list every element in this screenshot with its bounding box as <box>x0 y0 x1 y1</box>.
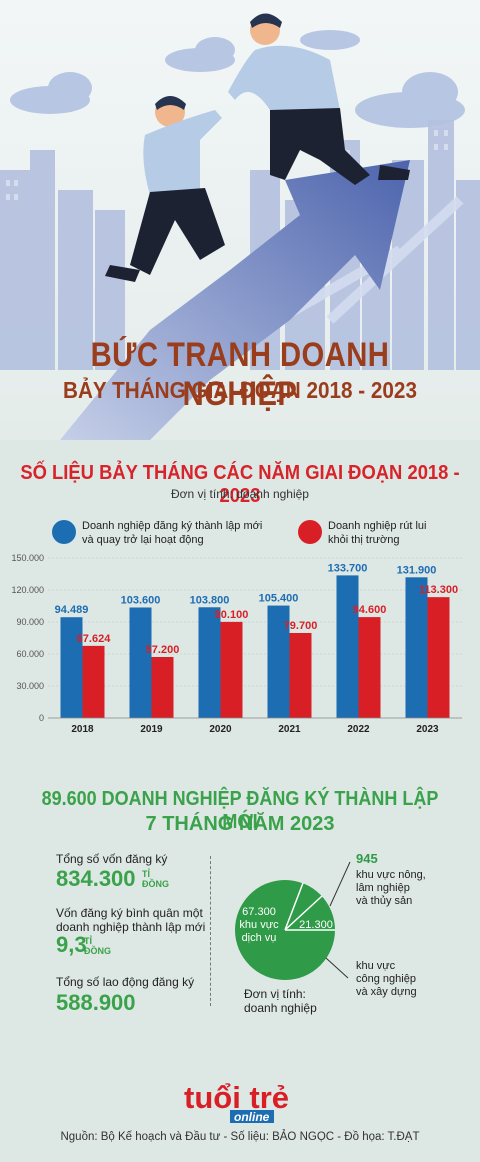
section2-subtitle: 7 THÁNG NĂM 2023 <box>145 813 335 835</box>
bar-value-label: 90.100 <box>215 609 249 621</box>
x-tick-label: 2019 <box>140 724 163 735</box>
bar-exit <box>358 617 381 718</box>
y-tick-label: 90.000 <box>16 617 44 627</box>
avg-capital-label-1: Vốn đăng ký bình quân một <box>56 906 203 920</box>
y-tick-label: 120.000 <box>11 585 44 595</box>
bar-value-label: 131.900 <box>397 564 437 576</box>
labor-label: Tổng số lao động đăng ký <box>56 975 195 989</box>
legend-exit-marker <box>298 520 322 544</box>
svg-text:tuổi trẻ: tuổi trẻ <box>184 1080 289 1115</box>
bar-new <box>198 607 221 718</box>
bar-value-label: 94.489 <box>55 604 89 616</box>
bar-exit <box>427 597 450 718</box>
chart-title: SỐ LIỆU BẢY THÁNG CÁC NĂM GIAI ĐOẠN 2018… <box>20 462 460 507</box>
x-tick-label: 2022 <box>347 724 370 735</box>
hero-illustration <box>0 0 480 440</box>
x-tick-label: 2023 <box>416 724 439 735</box>
industry-label-1: khu vực <box>356 960 396 972</box>
bar-exit <box>151 656 174 718</box>
pie-unit-2: doanh nghiệp <box>244 1001 317 1015</box>
bar-new <box>267 605 290 718</box>
bar-value-label: 79.700 <box>284 620 318 632</box>
pie-slice-separator-3 <box>284 895 323 931</box>
bar-value-label: 103.800 <box>190 594 230 606</box>
capital-value: 834.300 <box>56 866 136 891</box>
tuoitre-logo: tuổi trẻ online <box>184 1080 289 1124</box>
y-tick-label: 60.000 <box>16 649 44 659</box>
capital-unit-1: TỈ <box>142 869 150 879</box>
y-tick-label: 30.000 <box>16 681 44 691</box>
pie-slice-separator-2 <box>284 882 304 931</box>
source-credit: Nguồn: Bộ Kế hoạch và Đầu tư - Số liệu: … <box>60 1131 420 1143</box>
bar-new <box>129 607 152 718</box>
chart-unit: Đơn vị tính: doanh nghiệp <box>171 487 309 501</box>
bar-exit <box>82 645 105 718</box>
bar-chart: 0 30.000 60.000 90.000 120.000 150.000 94.489 6… <box>11 553 462 735</box>
legend-exit-label: Doanh nghiệp rút lui khỏi thị trường <box>328 520 427 546</box>
labor-value: 588.900 <box>56 990 136 1015</box>
avg-capital-unit-2: ĐỒNG <box>84 946 111 956</box>
bar-new <box>336 575 359 718</box>
avg-capital-value: 9,3 <box>56 932 87 957</box>
pie-unit-1: Đơn vị tính: <box>244 987 306 1001</box>
bar-value-label: 133.700 <box>328 562 368 574</box>
industry-label-2: công nghiệp <box>356 973 416 985</box>
legend-new-label: Doanh nghiệp đăng ký thành lập mới và qu… <box>82 520 263 546</box>
agri-label-3: và thủy sản <box>356 895 413 907</box>
svg-text:online: online <box>234 1110 270 1124</box>
bar-value-label: 94.600 <box>353 604 387 616</box>
divider <box>210 856 211 1006</box>
legend-new-marker <box>52 520 76 544</box>
y-tick-label: 0 <box>39 713 44 723</box>
businessman-bottom-icon <box>105 96 225 282</box>
bar-exit <box>289 632 312 718</box>
avg-capital-unit-1: TỈ <box>84 936 92 946</box>
agri-label-2: lâm nghiệp <box>356 882 410 894</box>
cloud-icon <box>10 30 465 128</box>
agri-label-1: khu vực nông, <box>356 869 426 881</box>
growth-arrow <box>60 160 410 440</box>
pie-chart <box>235 861 351 980</box>
pie-services-label-1: khu vực <box>239 919 279 931</box>
bar-value-label: 103.600 <box>121 594 161 606</box>
x-tick-label: 2020 <box>209 724 232 735</box>
bar-new <box>60 617 83 718</box>
agri-value: 945 <box>356 851 378 866</box>
industry-label-3: và xây dựng <box>356 986 417 998</box>
bar-exit <box>220 621 243 718</box>
main-subtitle: BẢY THÁNG GIAI ĐOẠN 2018 - 2023 <box>63 377 417 403</box>
bar-value-label: 105.400 <box>259 593 299 605</box>
agri-pointer <box>329 861 351 907</box>
pie-industry-value: 21.300 <box>299 919 333 931</box>
bar-value-label: 113.300 <box>419 584 458 596</box>
y-tick-label: 150.000 <box>11 553 44 563</box>
industry-pointer <box>325 957 349 979</box>
pie-services-label-2: dịch vụ <box>241 932 277 944</box>
x-tick-label: 2018 <box>71 724 94 735</box>
section2-title: 89.600 DOANH NGHIỆP ĐĂNG KÝ THÀNH LẬP MỚ… <box>41 788 439 833</box>
capital-label: Tổng số vốn đăng ký <box>56 852 168 866</box>
avg-capital-label-2: doanh nghiệp thành lập mới <box>56 920 206 934</box>
pie-services-value: 67.300 <box>242 906 276 918</box>
x-tick-label: 2021 <box>278 724 301 735</box>
main-title: BỨC TRANH DOANH NGHIỆP <box>90 336 390 413</box>
businessman-top-icon <box>228 13 410 185</box>
bar-new <box>405 577 428 718</box>
capital-unit-2: ĐỒNG <box>142 879 169 889</box>
bar-value-label: 57.200 <box>146 644 180 656</box>
bar-value-label: 67.624 <box>77 633 112 645</box>
